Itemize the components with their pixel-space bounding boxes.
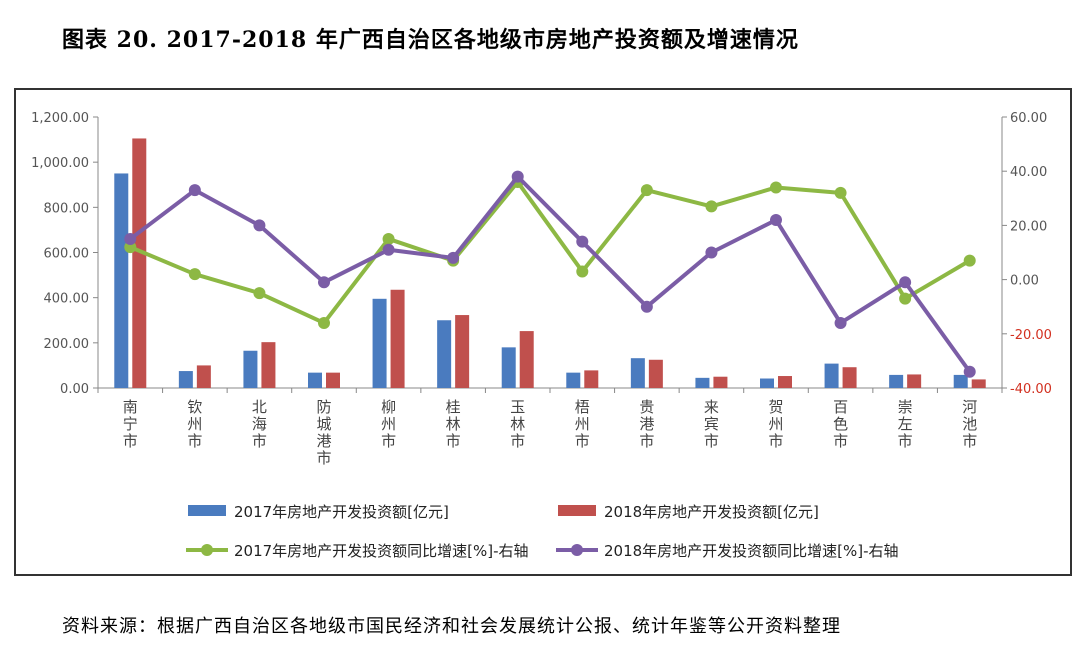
bar-2018 xyxy=(584,370,599,388)
x-axis-category-label: 玉林市 xyxy=(510,398,525,450)
x-axis-category-label: 北海市 xyxy=(252,398,267,450)
bar-2018 xyxy=(971,379,986,388)
bar-2018 xyxy=(132,138,147,388)
line-point-2018 xyxy=(447,251,460,264)
bar-2018 xyxy=(648,359,663,388)
line-point-2018 xyxy=(511,170,524,183)
bar-2018 xyxy=(196,365,211,388)
bar-2017 xyxy=(824,363,839,388)
left-axis-tick-label: 800.00 xyxy=(44,201,90,216)
legend-label: 2017年房地产开发投资额[亿元] xyxy=(234,503,449,521)
line-point-2017 xyxy=(382,232,395,245)
line-point-2018 xyxy=(124,232,137,245)
legend-label: 2018年房地产开发投资额同比增速[%]-右轴 xyxy=(604,542,899,560)
source-note: 资料来源：根据广西自治区各地级市国民经济和社会发展统计公报、统计年鉴等公开资料整… xyxy=(62,616,841,637)
line-point-2018 xyxy=(576,235,589,248)
x-axis-category-label: 河池市 xyxy=(962,398,977,450)
bar-2017 xyxy=(372,298,387,388)
bar-2018 xyxy=(390,289,405,388)
bar-2018 xyxy=(713,376,728,388)
line-point-2017 xyxy=(640,184,653,197)
line-point-2018 xyxy=(834,316,847,329)
bar-2018 xyxy=(455,315,470,388)
line-point-2018 xyxy=(705,246,718,259)
bar-2017 xyxy=(178,371,193,388)
line-point-2017 xyxy=(705,200,718,213)
x-axis-category-label: 柳州市 xyxy=(381,398,396,450)
bar-2017 xyxy=(501,347,516,388)
left-axis-tick-label: 1,000.00 xyxy=(31,156,89,171)
bar-2017 xyxy=(437,320,452,388)
x-axis-category-label: 防城港市 xyxy=(316,398,331,467)
line-point-2018 xyxy=(253,219,266,232)
x-axis-category-label: 贵港市 xyxy=(639,398,654,450)
x-axis-category-label: 钦州市 xyxy=(187,398,202,450)
line-series-2017 xyxy=(129,180,971,325)
bar-2017 xyxy=(760,378,774,388)
right-axis-tick-label: 0.00 xyxy=(1010,274,1039,289)
line-point-2018 xyxy=(899,276,912,289)
right-axis-tick-label: 60.00 xyxy=(1010,111,1047,126)
bar-2018 xyxy=(326,372,340,388)
x-axis-category-label: 桂林市 xyxy=(446,398,461,450)
line-point-2017 xyxy=(318,316,330,329)
line-point-2017 xyxy=(253,287,266,300)
x-axis-category-label: 百色市 xyxy=(833,398,848,450)
line-point-2018 xyxy=(640,300,653,313)
right-axis-tick-label: 20.00 xyxy=(1010,219,1047,234)
bar-2017 xyxy=(308,372,322,388)
bar-2017 xyxy=(889,374,904,388)
chart-title: 图表 20. 2017-2018 年广西自治区各地级市房地产投资额及增速情况 xyxy=(62,27,799,53)
x-axis-category-label: 崇左市 xyxy=(898,398,913,450)
x-axis-category-label: 贺州市 xyxy=(768,398,783,450)
line-point-2018 xyxy=(188,184,201,197)
line-series-2018 xyxy=(129,174,972,373)
line-point-2018 xyxy=(382,243,395,256)
right-axis-tick-label: -40.00 xyxy=(1010,382,1052,397)
line-point-2018 xyxy=(770,213,782,226)
x-axis-category-label: 梧州市 xyxy=(575,398,590,450)
legend-label: 2018年房地产开发投资额[亿元] xyxy=(604,503,819,521)
bar-2017 xyxy=(630,358,645,388)
line-point-2017 xyxy=(576,265,589,278)
chart-frame: 0.00 200.00 400.00 600.00 800.00 1,000.00 1,20… xyxy=(14,88,1072,576)
bar-2018 xyxy=(842,367,857,388)
bar-2018 xyxy=(519,331,534,388)
bar-2017 xyxy=(566,372,581,388)
line-point-2018 xyxy=(963,365,976,378)
bar-2017 xyxy=(953,374,968,388)
right-axis-tick-label: 40.00 xyxy=(1010,165,1047,180)
bar-2017 xyxy=(114,173,129,388)
line-point-2017 xyxy=(188,268,201,281)
line-point-2017 xyxy=(899,292,912,305)
legend-label: 2017年房地产开发投资额同比增速[%]-右轴 xyxy=(234,542,529,560)
line-point-2018 xyxy=(318,276,330,289)
left-axis-tick-label: 600.00 xyxy=(44,247,90,262)
bar-2018 xyxy=(261,342,276,388)
left-axis-tick-label: 400.00 xyxy=(44,292,90,307)
line-point-2017 xyxy=(963,254,976,267)
combo-chart: 0.00 200.00 400.00 600.00 800.00 1,000.00 1,20… xyxy=(31,111,1052,560)
line-point-2017 xyxy=(834,186,847,199)
legend-swatch-marker xyxy=(201,544,213,556)
bar-2017 xyxy=(695,377,710,388)
right-axis-tick-label: -20.00 xyxy=(1010,328,1052,343)
x-axis-category-label: 来宾市 xyxy=(704,398,719,450)
bar-2018 xyxy=(778,376,792,388)
bar-2017 xyxy=(243,350,258,388)
x-axis-category-label: 南宁市 xyxy=(123,398,138,450)
legend-swatch xyxy=(558,505,596,516)
legend-swatch-marker xyxy=(571,544,583,556)
left-axis-tick-label: 1,200.00 xyxy=(31,111,89,126)
left-axis-tick-label: 0.00 xyxy=(60,382,89,397)
legend-swatch xyxy=(188,505,226,516)
line-point-2017 xyxy=(770,181,782,194)
left-axis-tick-label: 200.00 xyxy=(44,337,90,352)
bar-2018 xyxy=(907,374,922,388)
